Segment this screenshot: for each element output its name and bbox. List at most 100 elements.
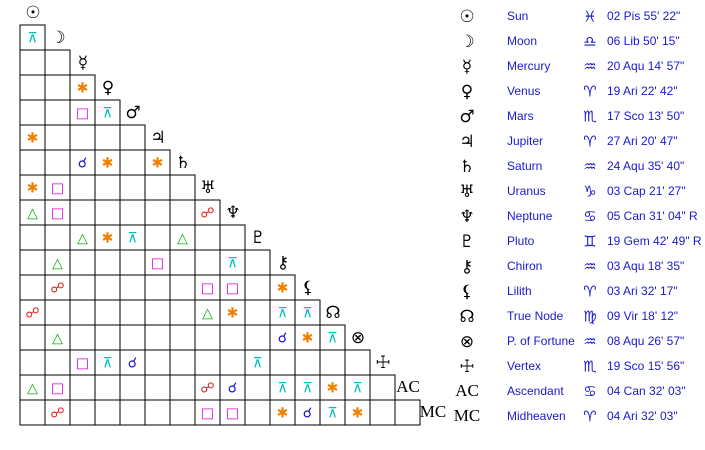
grid-cell bbox=[169, 299, 196, 326]
aspect-symbol: ⊼ bbox=[227, 256, 237, 272]
sign-glyph: ♈ bbox=[583, 83, 596, 101]
planet-name: Saturn bbox=[507, 159, 542, 173]
grid-cell bbox=[94, 274, 121, 301]
aspect-symbol: ⊼ bbox=[277, 306, 287, 322]
aspect-symbol: □ bbox=[76, 356, 89, 372]
planet-position: 04 Can 32' 03" bbox=[607, 384, 686, 398]
grid-cell bbox=[169, 349, 196, 376]
grid-cell bbox=[19, 324, 46, 351]
planet-position: 03 Cap 21' 27" bbox=[607, 184, 686, 198]
grid-cell bbox=[44, 124, 71, 151]
aspect-symbol: ⊼ bbox=[327, 406, 337, 422]
aspect-symbol: △ bbox=[27, 381, 38, 397]
sign-glyph: ♒ bbox=[583, 258, 596, 276]
aspect-symbol: ✱ bbox=[102, 156, 114, 172]
planet-position: 24 Aqu 35' 40" bbox=[607, 159, 684, 173]
sign-glyph: ♒ bbox=[583, 333, 596, 351]
grid-planet-glyph: ♇ bbox=[250, 228, 265, 248]
grid-cell bbox=[69, 124, 96, 151]
planet-name: Uranus bbox=[507, 184, 546, 198]
sign-glyph: ♏ bbox=[583, 108, 597, 126]
grid-cell bbox=[269, 349, 296, 376]
grid-planet-glyph: ☿ bbox=[78, 53, 88, 73]
aspect-symbol: ☌ bbox=[78, 156, 87, 172]
aspect-symbol: △ bbox=[77, 231, 88, 247]
planet-position: 20 Aqu 14' 57" bbox=[607, 59, 684, 73]
grid-cell bbox=[94, 324, 121, 351]
planet-name: Lilith bbox=[507, 284, 532, 298]
aspect-symbol: △ bbox=[52, 331, 63, 347]
grid-cell bbox=[69, 249, 96, 276]
grid-planet-glyph: ♃ bbox=[150, 128, 165, 148]
aspect-symbol: ✱ bbox=[302, 331, 314, 347]
planet-name: Mercury bbox=[507, 59, 550, 73]
grid-cell bbox=[19, 349, 46, 376]
list-planet-glyph: ♇ bbox=[459, 232, 474, 252]
list-planet-glyph: ♅ bbox=[459, 182, 474, 202]
grid-cell bbox=[19, 49, 46, 76]
grid-cell bbox=[244, 299, 271, 326]
list-planet-glyph: ⚷ bbox=[461, 257, 473, 277]
aspect-symbol: ✱ bbox=[277, 406, 289, 422]
grid-cell bbox=[94, 124, 121, 151]
grid-cell bbox=[169, 399, 196, 426]
planet-name: Venus bbox=[507, 84, 540, 98]
sign-glyph: ♍ bbox=[583, 308, 596, 326]
aspect-symbol: ⊼ bbox=[327, 331, 337, 347]
grid-cell bbox=[94, 199, 121, 226]
grid-cell bbox=[19, 99, 46, 126]
planet-name: Sun bbox=[507, 9, 528, 23]
grid-cell bbox=[144, 324, 171, 351]
grid-cell bbox=[394, 399, 421, 426]
aspect-symbol: □ bbox=[226, 281, 239, 297]
grid-cell bbox=[119, 324, 146, 351]
aspect-symbol: ✱ bbox=[352, 406, 364, 422]
grid-cell bbox=[44, 99, 71, 126]
grid-cell bbox=[169, 274, 196, 301]
aspect-symbol: ⊼ bbox=[127, 231, 137, 247]
aspect-symbol: ☍ bbox=[200, 381, 214, 397]
aspect-symbol: ✱ bbox=[227, 306, 239, 322]
planet-position: 17 Sco 13' 50" bbox=[607, 109, 684, 123]
grid-cell bbox=[44, 149, 71, 176]
aspect-symbol: ✱ bbox=[327, 381, 339, 397]
grid-cell bbox=[244, 399, 271, 426]
grid-planet-glyph: MC bbox=[420, 402, 446, 421]
planet-position: 19 Ari 22' 42" bbox=[607, 84, 678, 98]
grid-cell bbox=[69, 274, 96, 301]
grid-cell bbox=[144, 349, 171, 376]
grid-cell bbox=[169, 174, 196, 201]
grid-cell bbox=[194, 249, 221, 276]
list-planet-glyph: AC bbox=[455, 381, 479, 400]
planet-position: 19 Gem 42' 49" R bbox=[607, 234, 702, 248]
grid-cell bbox=[94, 399, 121, 426]
aspect-symbol: ☍ bbox=[200, 206, 214, 222]
grid-cell bbox=[94, 299, 121, 326]
grid-cell bbox=[69, 174, 96, 201]
sign-glyph: ♓ bbox=[583, 8, 596, 26]
grid-cell bbox=[119, 149, 146, 176]
aspect-symbol: □ bbox=[201, 406, 214, 422]
grid-cell bbox=[144, 399, 171, 426]
grid-planet-glyph: ♂ bbox=[125, 103, 140, 123]
aspect-symbol: □ bbox=[76, 106, 89, 122]
list-planet-glyph: ☊ bbox=[459, 307, 474, 327]
sign-glyph: ♈ bbox=[583, 408, 596, 426]
aspect-symbol: △ bbox=[27, 206, 38, 222]
list-planet-glyph: ♀ bbox=[461, 82, 473, 102]
grid-cell bbox=[69, 399, 96, 426]
aspect-symbol: □ bbox=[151, 256, 164, 272]
sign-glyph: ♋ bbox=[583, 383, 596, 401]
sign-glyph: ♈ bbox=[583, 133, 596, 151]
grid-planet-glyph: ♀ bbox=[102, 78, 114, 98]
grid-cell bbox=[44, 349, 71, 376]
planet-name: Moon bbox=[507, 34, 537, 48]
list-planet-glyph: ♆ bbox=[459, 207, 474, 227]
grid-cell bbox=[44, 299, 71, 326]
grid-cell bbox=[94, 249, 121, 276]
grid-cell bbox=[44, 74, 71, 101]
sign-glyph: ♑ bbox=[583, 183, 596, 201]
aspect-symbol: □ bbox=[51, 181, 64, 197]
grid-planet-glyph: ⚷ bbox=[277, 253, 289, 273]
aspect-symbol: ✱ bbox=[152, 156, 164, 172]
